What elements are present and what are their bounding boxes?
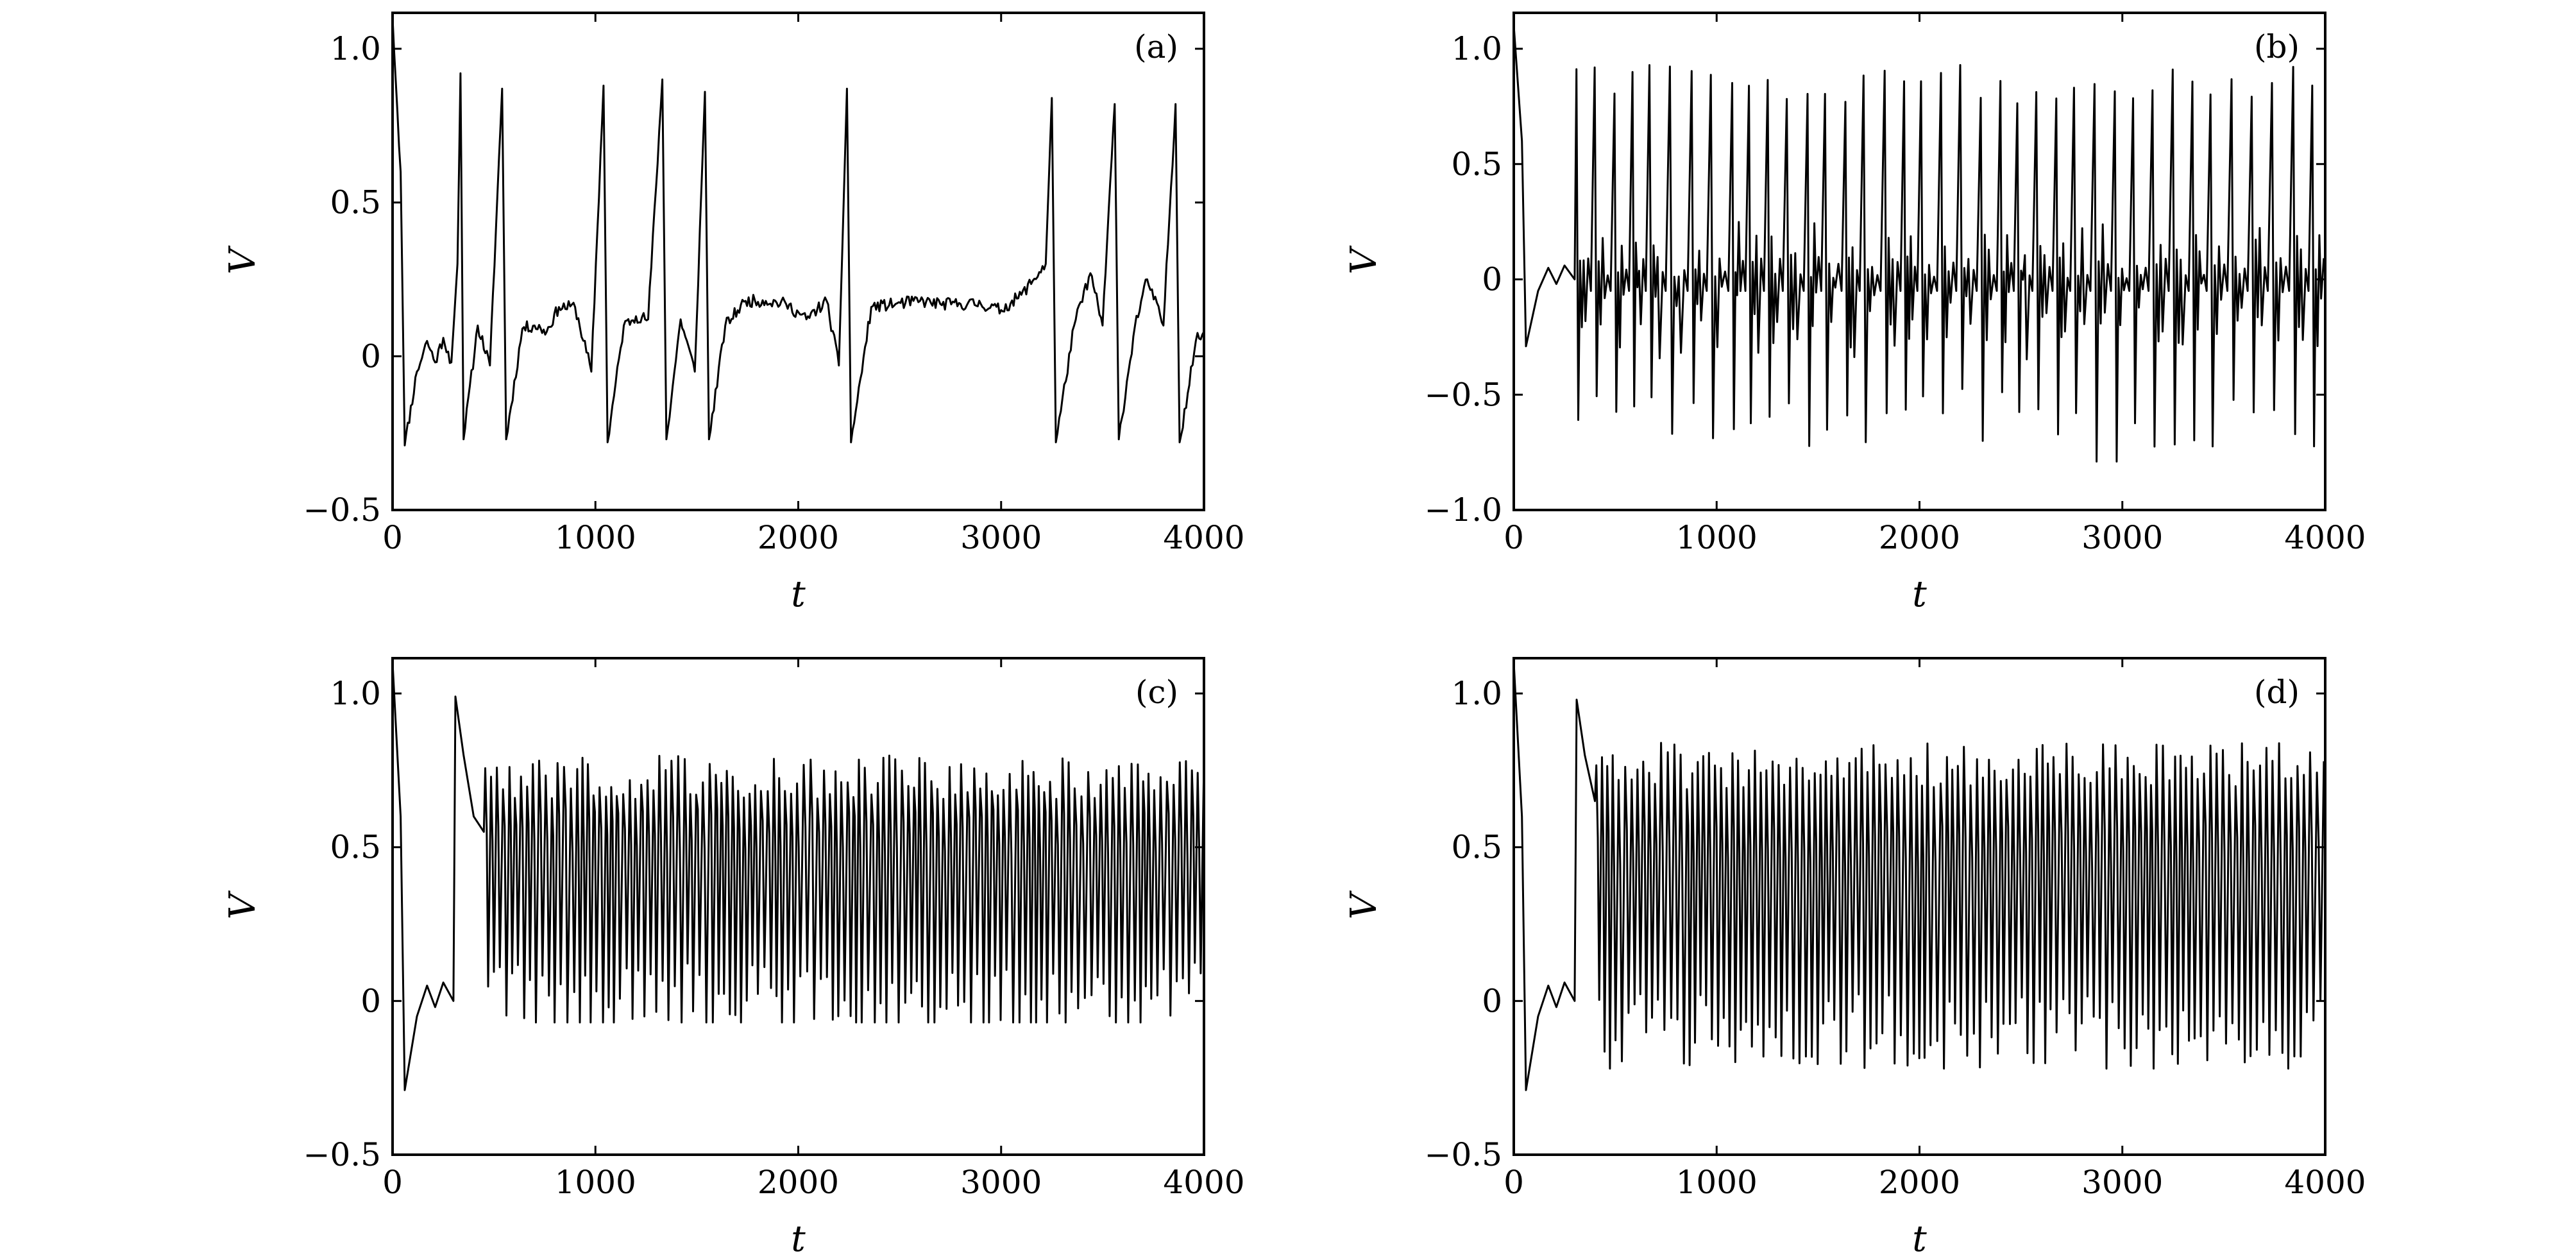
x-tick-label: 0 — [1504, 519, 1524, 556]
y-axis-label: V — [1343, 245, 1385, 275]
series-line — [1514, 663, 2325, 1091]
x-tick-label: 3000 — [960, 1164, 1042, 1201]
y-tick-label: 0.5 — [1451, 829, 1502, 866]
x-axis-label: t — [1912, 574, 1927, 615]
panel-label: (d) — [2254, 674, 2300, 711]
x-axis-label: t — [791, 574, 806, 615]
x-tick-label: 2000 — [1879, 1164, 1960, 1201]
y-tick-label: −0.5 — [1425, 376, 1502, 413]
x-tick-label: 1000 — [1676, 519, 1758, 556]
x-tick-label: 3000 — [2081, 519, 2163, 556]
panel-d: 0 1000 2000 3000 4000−0.500.51.0tV(d) — [1343, 657, 2366, 1258]
y-tick-label: −0.5 — [303, 1136, 381, 1173]
y-axis-label: V — [1343, 890, 1385, 919]
y-tick-label: 0 — [1482, 261, 1502, 298]
y-tick-label: −0.5 — [303, 491, 381, 529]
x-tick-label: 4000 — [2284, 519, 2366, 556]
series-line — [1514, 25, 2325, 463]
y-tick-label: 1.0 — [330, 30, 381, 67]
series-line — [393, 663, 1204, 1091]
x-tick-label: 3000 — [2081, 1164, 2163, 1201]
x-tick-label: 4000 — [1163, 519, 1244, 556]
x-tick-label: 4000 — [2284, 1164, 2366, 1201]
x-tick-label: 2000 — [1879, 519, 1960, 556]
series-line — [393, 18, 1204, 446]
panel-b: 0 1000 2000 3000 4000 −1.0 −0.5 0 0.5 1.0 t V (b) — [1343, 12, 2366, 615]
x-tick-label: 4000 — [1163, 1164, 1244, 1201]
x-tick-label: 1000 — [555, 519, 636, 556]
y-tick-label: 0.5 — [330, 184, 381, 221]
x-tick-label: 2000 — [758, 1164, 839, 1201]
panel-label: (b) — [2254, 28, 2300, 65]
plot-frame — [391, 657, 1205, 1156]
y-tick-label: −0.5 — [1425, 1136, 1502, 1173]
y-tick-label: 0 — [360, 337, 381, 375]
y-tick-label: 0 — [360, 982, 381, 1019]
x-tick-label: 1000 — [1676, 1164, 1758, 1201]
y-tick-label: −1.0 — [1425, 491, 1502, 529]
x-axis-label: t — [1912, 1218, 1927, 1258]
x-tick-label: 3000 — [960, 519, 1042, 556]
panel-label: (a) — [1134, 28, 1178, 65]
x-tick-label: 0 — [382, 1164, 403, 1201]
x-tick-label: 0 — [382, 519, 403, 556]
y-tick-label: 0.5 — [330, 829, 381, 866]
x-tick-label: 2000 — [758, 519, 839, 556]
x-axis-label: t — [791, 1218, 806, 1258]
plot-frame — [391, 12, 1205, 511]
panel-c: 0 1000 2000 3000 4000−0.500.51.0tV(c) — [222, 657, 1245, 1258]
x-tick-label: 0 — [1504, 1164, 1524, 1201]
y-tick-label: 1.0 — [1451, 30, 1502, 67]
y-tick-label: 1.0 — [330, 675, 381, 712]
y-axis-label: V — [222, 890, 264, 919]
panel-a: 0 1000 2000 3000 4000−0.500.51.0tV(a) — [222, 12, 1245, 615]
x-tick-label: 1000 — [555, 1164, 636, 1201]
y-tick-label: 1.0 — [1451, 675, 1502, 712]
panel-label: (c) — [1135, 674, 1178, 711]
y-axis-label: V — [222, 245, 264, 275]
y-tick-label: 0.5 — [1451, 146, 1502, 183]
y-tick-label: 0 — [1482, 982, 1502, 1019]
